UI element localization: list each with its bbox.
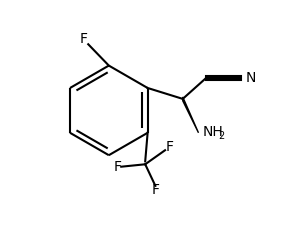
Text: NH: NH <box>202 125 223 139</box>
Text: F: F <box>165 140 173 154</box>
Text: 2: 2 <box>218 131 224 141</box>
Text: F: F <box>113 160 122 174</box>
Polygon shape <box>183 97 199 133</box>
Text: F: F <box>80 32 87 46</box>
Text: F: F <box>152 183 160 197</box>
Text: N: N <box>245 71 256 85</box>
